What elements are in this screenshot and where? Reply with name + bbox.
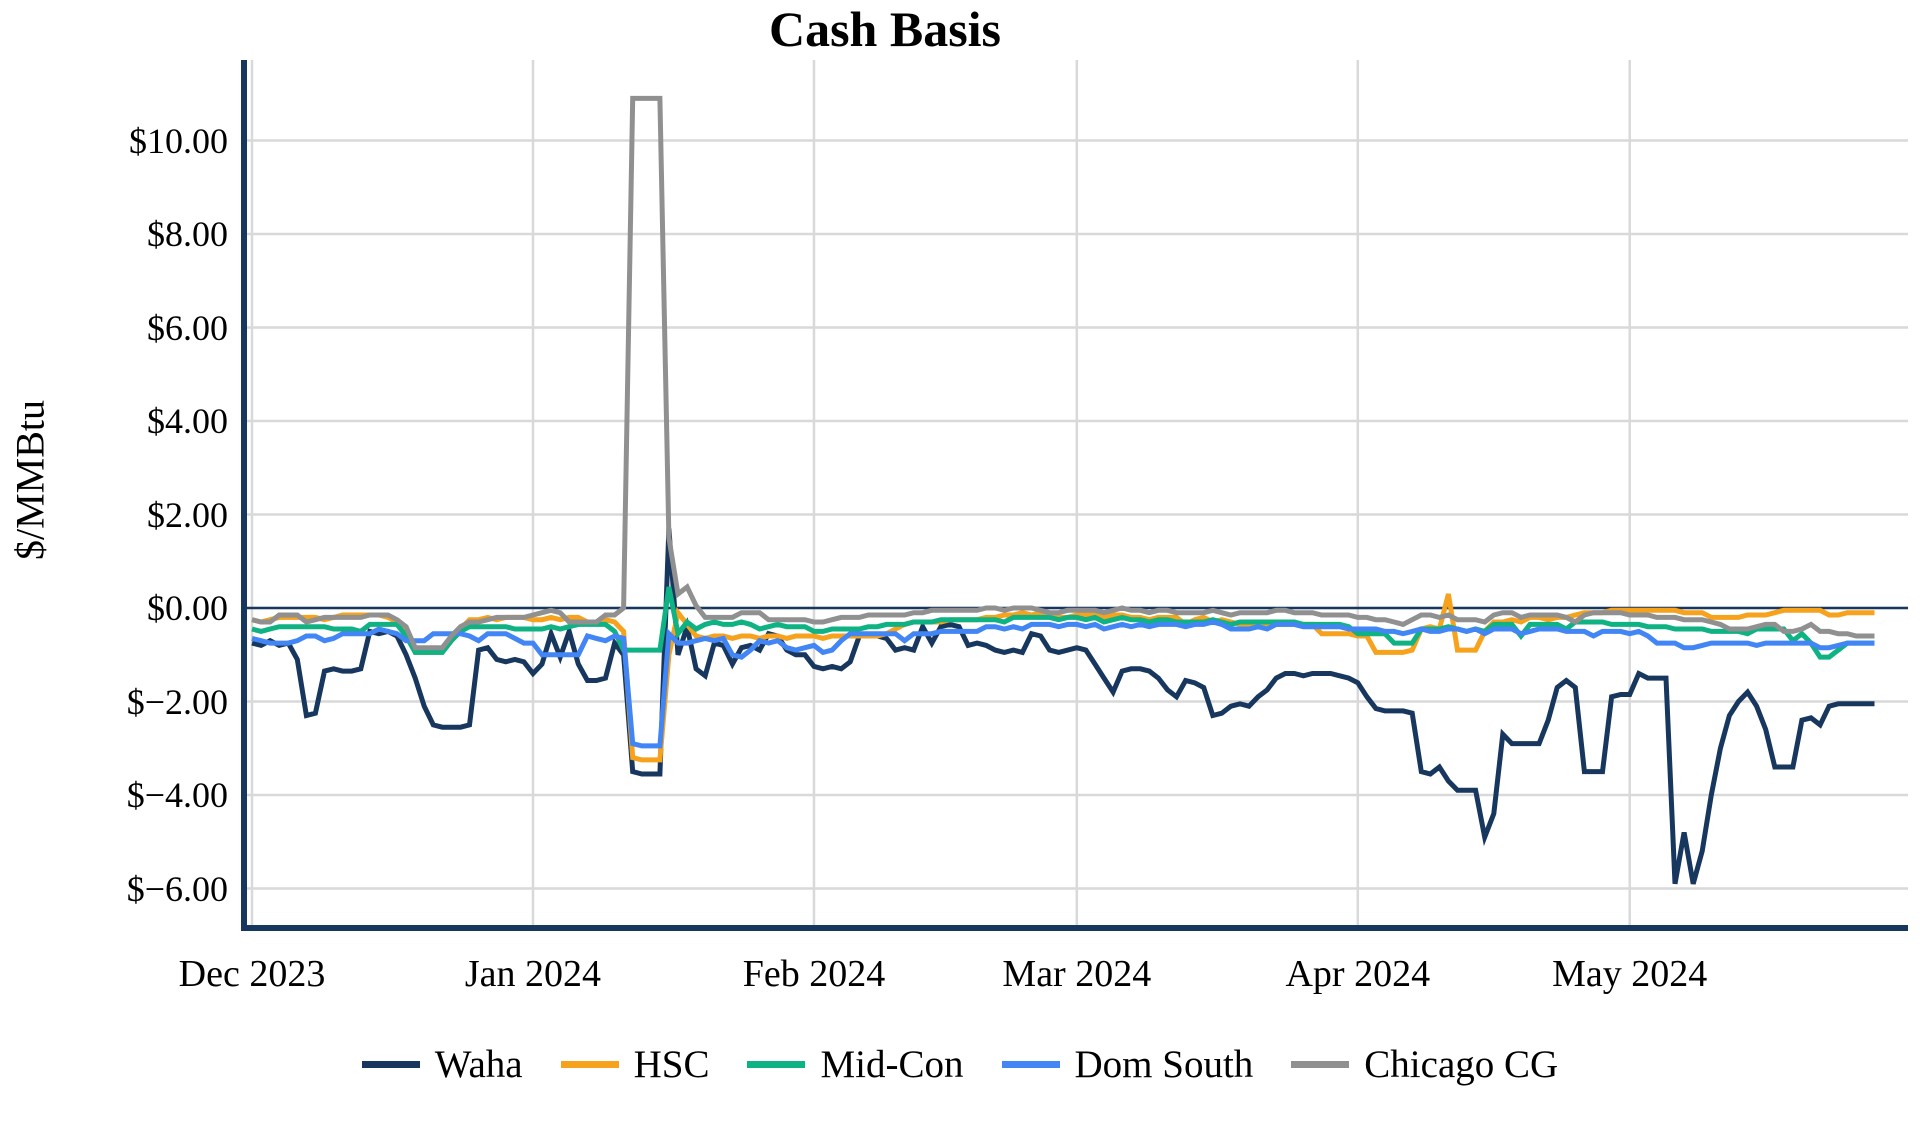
legend-item-mid-con[interactable]: Mid-Con bbox=[747, 1042, 964, 1087]
x-tick-label: May 2024 bbox=[1552, 953, 1708, 995]
legend-item-dom-south[interactable]: Dom South bbox=[1001, 1042, 1254, 1087]
series-line-dom-south bbox=[251, 619, 1875, 749]
y-tick-label: $2.00 bbox=[147, 494, 228, 535]
x-tick-label: Jan 2024 bbox=[464, 953, 602, 995]
series-line-mid-con bbox=[251, 586, 1875, 660]
y-tick-label: $−2.00 bbox=[126, 681, 228, 722]
legend-dash-icon bbox=[747, 1061, 806, 1068]
legend-label: Waha bbox=[434, 1043, 523, 1086]
x-tick-label: Feb 2024 bbox=[742, 953, 886, 995]
y-tick-label: $−4.00 bbox=[126, 775, 228, 815]
chart-title: Cash Basis bbox=[768, 1, 1002, 57]
y-tick-label: $0.00 bbox=[147, 588, 228, 628]
x-tick-label: Apr 2024 bbox=[1285, 953, 1431, 995]
x-tick-label: Dec 2023 bbox=[178, 953, 326, 995]
legend-label: Mid-Con bbox=[820, 1043, 964, 1086]
legend-item-waha[interactable]: Waha bbox=[361, 1042, 523, 1087]
series-line-chicago-cg bbox=[251, 95, 1875, 651]
legend-dash-icon bbox=[1001, 1061, 1060, 1068]
y-tick-label: $6.00 bbox=[147, 307, 228, 348]
legend-dash-icon bbox=[1291, 1061, 1350, 1068]
legend-item-chicago-cg[interactable]: Chicago CG bbox=[1291, 1042, 1558, 1087]
legend-dash-icon bbox=[560, 1061, 619, 1068]
x-tick-label: Mar 2024 bbox=[1002, 953, 1152, 995]
legend-dash-icon bbox=[361, 1061, 420, 1068]
y-tick-label: $8.00 bbox=[147, 214, 228, 254]
legend-label: Chicago CG bbox=[1364, 1043, 1559, 1086]
y-tick-label: $10.00 bbox=[129, 120, 228, 161]
legend: Waha HSC Mid-Con Dom South Chicago CG bbox=[0, 1042, 1920, 1087]
y-tick-label: $4.00 bbox=[147, 401, 228, 441]
legend-label: HSC bbox=[633, 1043, 710, 1086]
series-line-waha bbox=[251, 528, 1875, 885]
legend-item-hsc[interactable]: HSC bbox=[560, 1042, 710, 1087]
legend-label: Dom South bbox=[1074, 1043, 1254, 1086]
y-tick-label: $−6.00 bbox=[126, 868, 228, 909]
